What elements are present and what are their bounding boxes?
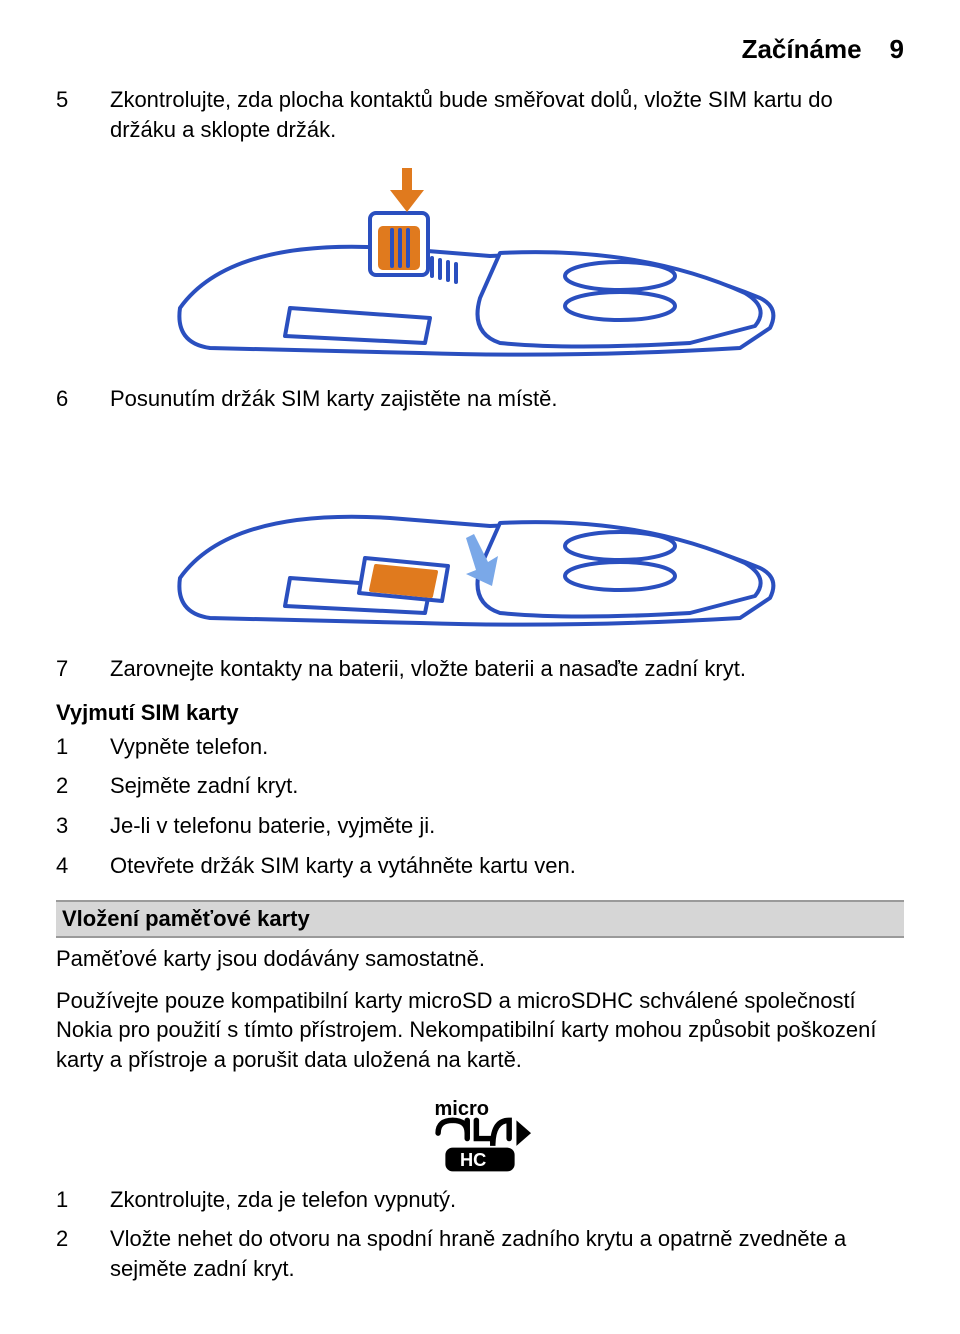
instruction-step: 5 Zkontrolujte, zda plocha kontaktů bude… <box>56 85 904 144</box>
section-title-sim-remove: Vyjmutí SIM karty <box>56 698 904 728</box>
step-number: 3 <box>56 811 84 841</box>
header-page-number: 9 <box>890 32 904 67</box>
paragraph: Paměťové karty jsou dodávány samostatně. <box>56 944 904 974</box>
step-number: 2 <box>56 1224 84 1283</box>
step-number: 7 <box>56 654 84 684</box>
microsdhc-logo-icon: micro HC <box>56 1093 904 1175</box>
step-text: Sejměte zadní kryt. <box>110 771 904 801</box>
instruction-step: 7 Zarovnejte kontakty na baterii, vložte… <box>56 654 904 684</box>
page-header: Začínáme 9 <box>56 32 904 67</box>
step-text: Zkontrolujte, zda je telefon vypnutý. <box>110 1185 904 1215</box>
illustration-sim-insert <box>56 158 904 358</box>
step-text: Zkontrolujte, zda plocha kontaktů bude s… <box>110 85 904 144</box>
instruction-step: 4 Otevřete držák SIM karty a vytáhněte k… <box>56 851 904 881</box>
logo-text-micro: micro <box>434 1098 489 1120</box>
step-number: 1 <box>56 1185 84 1215</box>
step-text: Posunutím držák SIM karty zajistěte na m… <box>110 384 904 414</box>
instruction-step: 1 Vypněte telefon. <box>56 732 904 762</box>
step-number: 1 <box>56 732 84 762</box>
step-number: 2 <box>56 771 84 801</box>
step-text: Je-li v telefonu baterie, vyjměte ji. <box>110 811 904 841</box>
paragraph-warning: Používejte pouze kompatibilní karty micr… <box>56 986 904 1075</box>
step-number: 5 <box>56 85 84 144</box>
instruction-step: 2 Vložte nehet do otvoru na spodní hraně… <box>56 1224 904 1283</box>
logo-text-hc: HC <box>460 1150 486 1170</box>
instruction-step: 2 Sejměte zadní kryt. <box>56 771 904 801</box>
instruction-step: 3 Je-li v telefonu baterie, vyjměte ji. <box>56 811 904 841</box>
step-number: 6 <box>56 384 84 414</box>
instruction-step: 6 Posunutím držák SIM karty zajistěte na… <box>56 384 904 414</box>
step-text: Vložte nehet do otvoru na spodní hraně z… <box>110 1224 904 1283</box>
instruction-step: 1 Zkontrolujte, zda je telefon vypnutý. <box>56 1185 904 1215</box>
illustration-sim-lock <box>56 428 904 628</box>
section-bar-memory-card: Vložení paměťové karty <box>56 900 904 938</box>
header-section-title: Začínáme <box>742 32 862 67</box>
step-text: Zarovnejte kontakty na baterii, vložte b… <box>110 654 904 684</box>
step-text: Vypněte telefon. <box>110 732 904 762</box>
step-text: Otevřete držák SIM karty a vytáhněte kar… <box>110 851 904 881</box>
step-number: 4 <box>56 851 84 881</box>
